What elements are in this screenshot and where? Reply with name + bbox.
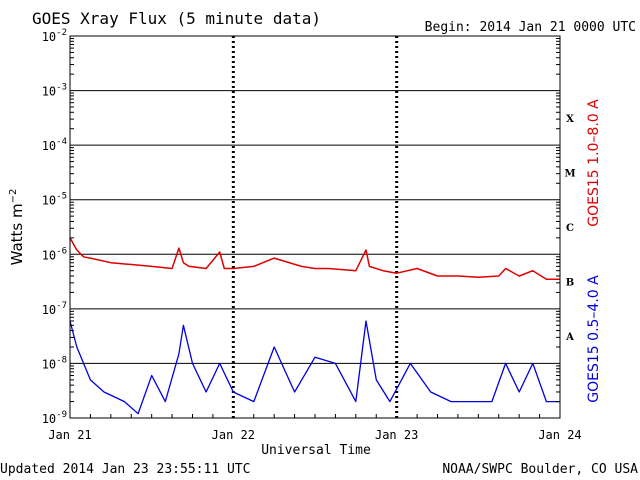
grid bbox=[70, 90, 560, 364]
chart-title: GOES Xray Flux (5 minute data) bbox=[32, 9, 321, 28]
y-tick-label: 10-7 bbox=[42, 301, 67, 317]
x-axis-ticks: Jan 21 Jan 22 Jan 23 Jan 24 bbox=[48, 414, 582, 442]
legend-long-channel: GOES15 1.0–8.0 A bbox=[586, 99, 602, 227]
credit: NOAA/SWPC Boulder, CO USA bbox=[442, 462, 638, 477]
series-lines bbox=[69, 237, 560, 415]
x-tick-label: Jan 22 bbox=[212, 428, 255, 442]
y-axis-label: Watts m−2 bbox=[8, 189, 26, 266]
flare-class-label: A bbox=[565, 332, 574, 343]
series-short-channel bbox=[69, 320, 560, 415]
flare-class-labels: A B C M X bbox=[564, 114, 575, 343]
y-tick-label: 10-2 bbox=[42, 28, 67, 44]
flare-class-label: C bbox=[566, 223, 574, 234]
flare-class-label: B bbox=[566, 278, 574, 289]
y-tick-label: 10-6 bbox=[42, 246, 67, 262]
series-long-channel bbox=[69, 237, 560, 280]
x-tick-label: Jan 24 bbox=[538, 428, 581, 442]
begin-time: Begin: 2014 Jan 21 0000 UTC bbox=[425, 20, 636, 35]
x-tick-label: Jan 23 bbox=[375, 428, 418, 442]
day-separators bbox=[231, 36, 399, 418]
y-tick-label: 10-9 bbox=[42, 410, 67, 426]
plot-frame bbox=[69, 35, 561, 419]
flare-class-label: M bbox=[564, 168, 575, 179]
y-tick-label: 10-8 bbox=[42, 355, 67, 371]
y-tick-label: 10-5 bbox=[42, 192, 67, 208]
flare-class-label: X bbox=[566, 114, 574, 125]
y-tick-label: 10-4 bbox=[42, 137, 67, 153]
y-axis-ticks: 10-9 10-8 10-7 10-6 10-5 10-4 10-3 10-2 bbox=[42, 28, 560, 426]
x-tick-label: Jan 21 bbox=[48, 428, 91, 442]
legend-short-channel: GOES15 0.5–4.0 A bbox=[586, 275, 602, 403]
x-axis-label: Universal Time bbox=[261, 443, 371, 458]
updated-time: Updated 2014 Jan 23 23:55:11 UTC bbox=[0, 462, 250, 477]
y-tick-label: 10-3 bbox=[42, 83, 67, 99]
